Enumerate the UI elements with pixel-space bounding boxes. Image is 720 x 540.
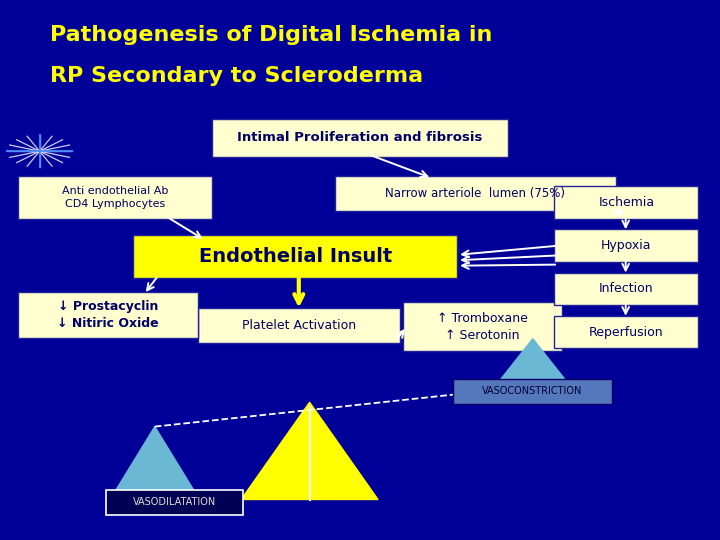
Text: Intimal Proliferation and fibrosis: Intimal Proliferation and fibrosis — [238, 131, 482, 144]
FancyBboxPatch shape — [18, 176, 212, 219]
FancyBboxPatch shape — [212, 119, 508, 157]
Polygon shape — [110, 427, 199, 500]
FancyBboxPatch shape — [198, 308, 400, 343]
Text: ↑ Tromboxane
↑ Serotonin: ↑ Tromboxane ↑ Serotonin — [437, 312, 528, 342]
Text: Endothelial Insult: Endothelial Insult — [199, 247, 392, 266]
Text: Hypoxia: Hypoxia — [601, 239, 652, 252]
FancyBboxPatch shape — [133, 235, 457, 278]
FancyBboxPatch shape — [18, 292, 198, 338]
Polygon shape — [241, 402, 378, 500]
Text: Anti endothelial Ab
CD4 Lymphocytes: Anti endothelial Ab CD4 Lymphocytes — [62, 186, 168, 208]
Text: Platelet Activation: Platelet Activation — [242, 319, 356, 332]
Text: Ischemia: Ischemia — [598, 196, 654, 209]
Text: Reperfusion: Reperfusion — [589, 326, 664, 339]
Text: Pathogenesis of Digital Ischemia in: Pathogenesis of Digital Ischemia in — [50, 25, 492, 45]
FancyBboxPatch shape — [554, 230, 698, 262]
Text: VASOCONSTRICTION: VASOCONSTRICTION — [482, 387, 582, 396]
Text: RP Secondary to Scleroderma: RP Secondary to Scleroderma — [50, 65, 423, 86]
Text: VASODILATATION: VASODILATATION — [133, 497, 216, 507]
FancyBboxPatch shape — [554, 186, 698, 219]
FancyBboxPatch shape — [106, 490, 243, 515]
FancyBboxPatch shape — [554, 316, 698, 348]
Text: ↓ Prostacyclin
↓ Nitiric Oxide: ↓ Prostacyclin ↓ Nitiric Oxide — [57, 300, 159, 329]
Polygon shape — [495, 339, 570, 386]
FancyBboxPatch shape — [335, 176, 616, 211]
FancyBboxPatch shape — [453, 379, 612, 404]
Text: Narrow arteriole  lumen (75%): Narrow arteriole lumen (75%) — [385, 186, 565, 200]
Text: Infection: Infection — [599, 282, 654, 295]
FancyBboxPatch shape — [554, 273, 698, 305]
FancyBboxPatch shape — [403, 302, 562, 351]
